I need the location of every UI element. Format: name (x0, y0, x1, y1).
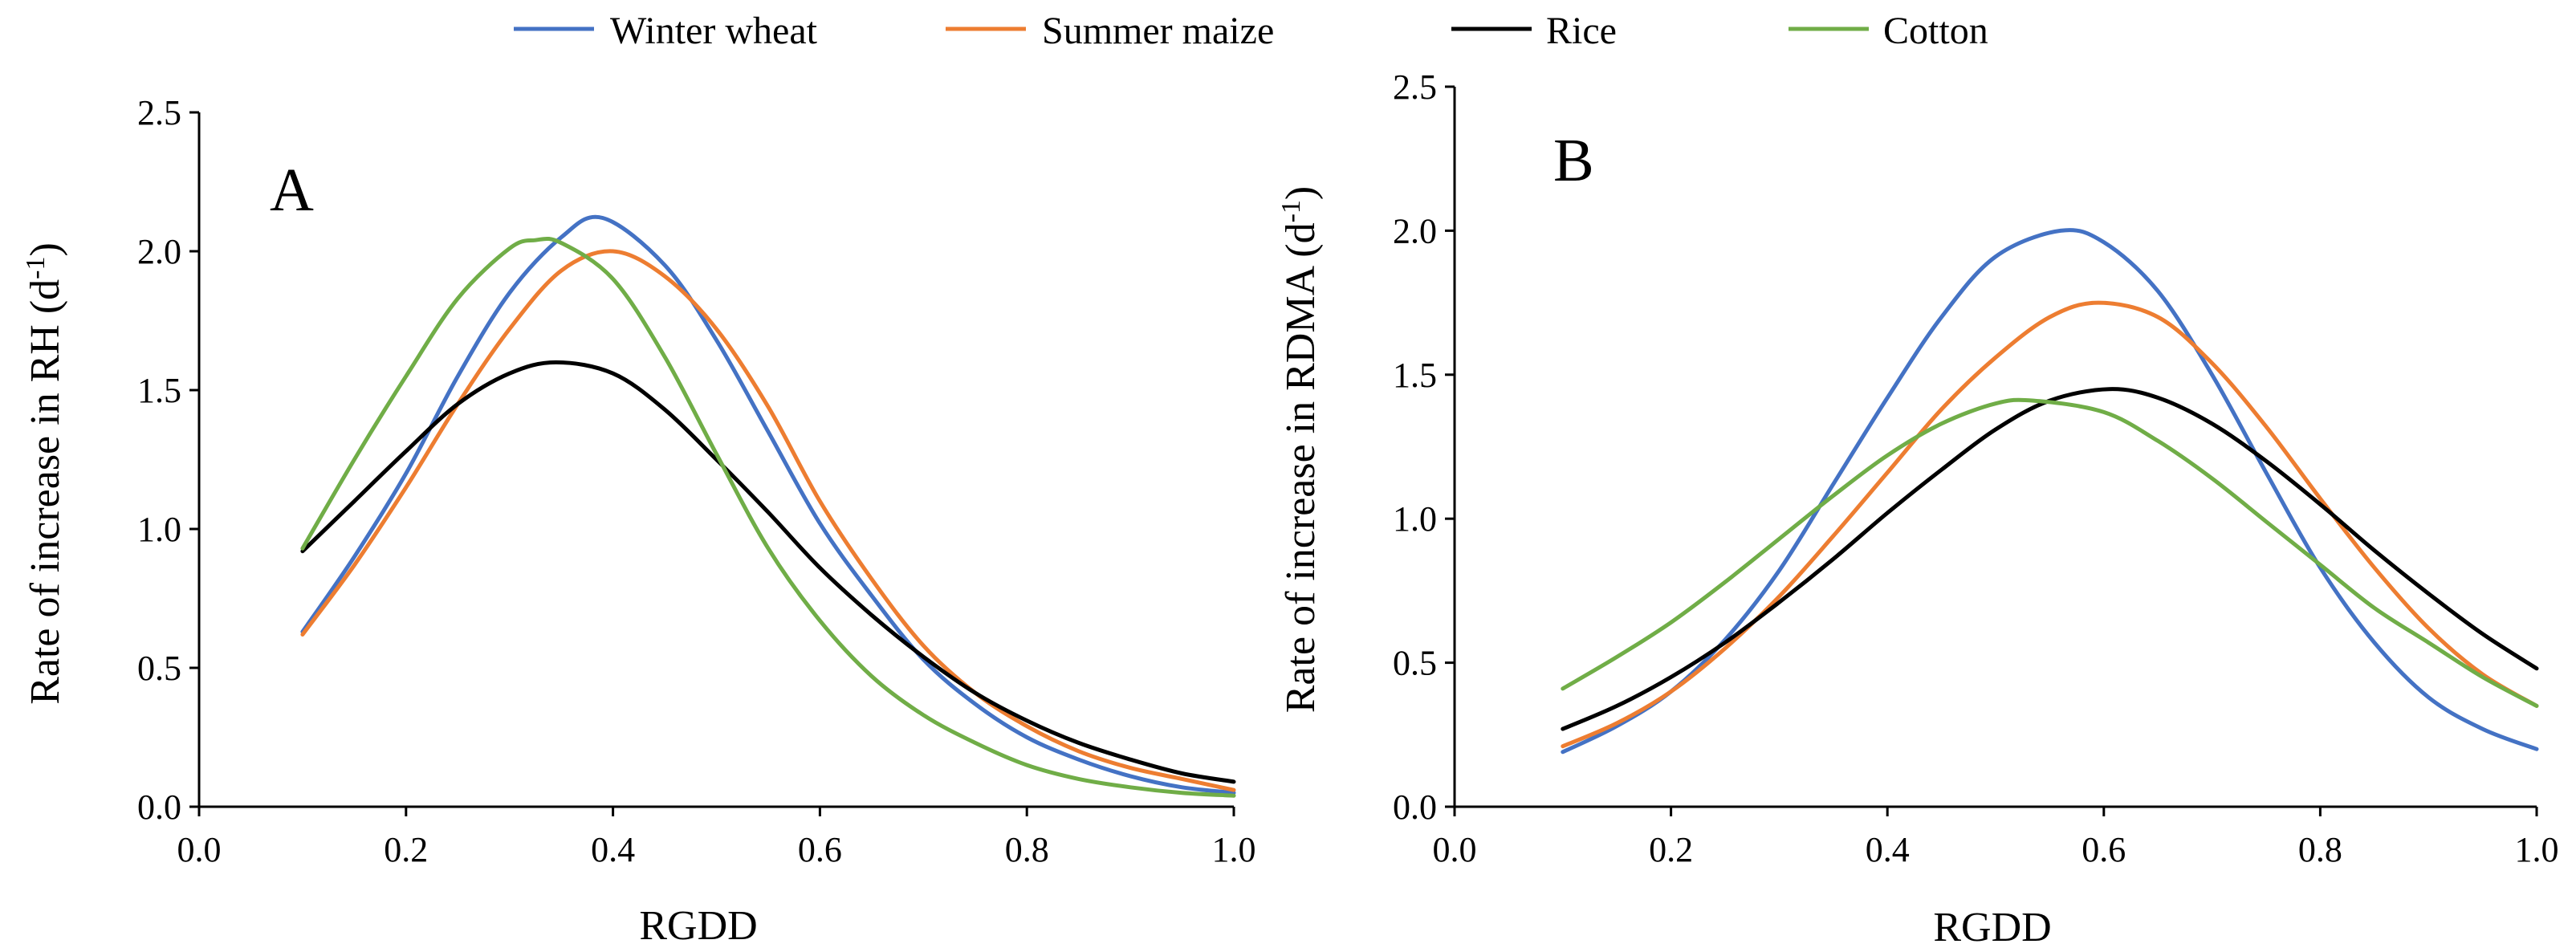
panel-a-x-tick-label: 0.8 (1005, 830, 1049, 869)
panel-a-series-summer-maize (300, 249, 1236, 792)
panel-a-axes: 0.0 0.5 1.0 1.5 2.0 2.5 0.0 0.2 0.4 0.6 0.8 1.0 (137, 93, 1256, 869)
panel-b-x-tick-label: 0.4 (1866, 830, 1910, 869)
panel-a-y-tick-label: 2.0 (137, 232, 181, 271)
panel-a-y-tick-label: 1.0 (137, 510, 181, 549)
panel-b-y-tick-label: 1.0 (1393, 499, 1437, 539)
panel-a-x-tick-label: 0.6 (798, 830, 842, 869)
panel-b-x-tick-label: 0.2 (1649, 830, 1693, 869)
panel-b-x-axis-title: RGDD (1933, 905, 2051, 948)
panel-b-series-winter-wheat (1561, 228, 2539, 755)
panel-a-letter: A (270, 157, 314, 224)
panel-a-x-tick-label: 0.2 (384, 830, 428, 869)
panel-a-y-title-main: Rate of increase in RH (d (22, 279, 68, 705)
panel-a-y-title-end: ) (22, 242, 68, 256)
panel-b-y-title-end: ) (1278, 186, 1324, 200)
panel-a-x-axis-title: RGDD (639, 903, 757, 948)
panel-a-y-tick-label: 1.5 (137, 371, 181, 410)
panel-a-series-rice (300, 360, 1236, 784)
panel-b-axes: 0.0 0.5 1.0 1.5 2.0 2.5 0.0 0.2 0.4 0.6 0.8 1.0 (1393, 67, 2559, 869)
panel-a-y-title-sup: -1 (21, 257, 51, 279)
panel-a-y-tick-label: 0.5 (137, 649, 181, 688)
panel-a-y-tick-label: 2.5 (137, 93, 181, 132)
panel-a-x-tick-label: 0.0 (177, 830, 222, 869)
panel-a-y-tick-label: 0.0 (137, 787, 181, 827)
legend-label-rice: Rice (1546, 10, 1617, 52)
panel-b-y-tick-label: 2.0 (1393, 211, 1437, 250)
panel-b-series-rice (1561, 387, 2539, 731)
panel-b-x-tick-label: 0.6 (2082, 830, 2126, 869)
panel-b-y-title-sup: -1 (1276, 200, 1306, 222)
panel-b-y-tick-label: 1.5 (1393, 356, 1437, 395)
panel-a-x-tick-label: 1.0 (1212, 830, 1256, 869)
panel-b-x-tick-label: 0.0 (1433, 830, 1477, 869)
panel-a-x-tick-label: 0.4 (591, 830, 635, 869)
panel-b-y-axis-title: Rate of increase in RDMA (d-1) (1276, 186, 1324, 714)
panel-b-series (1561, 228, 2539, 755)
panel-a-series-winter-wheat (300, 214, 1236, 795)
panel-b: 0.0 0.5 1.0 1.5 2.0 2.5 0.0 0.2 0.4 0.6 0.8 1.0 B R… (1276, 67, 2559, 948)
panel-b-series-cotton (1561, 397, 2539, 708)
panel-b-series-summer-maize (1561, 300, 2539, 749)
panel-b-y-tick-label: 2.5 (1393, 67, 1437, 107)
panel-b-letter: B (1553, 127, 1594, 194)
panel-a-series-cotton (300, 236, 1236, 798)
panel-b-y-title-main: Rate of increase in RDMA (d (1278, 222, 1324, 713)
panel-b-y-tick-label: 0.5 (1393, 644, 1437, 683)
panel-a: 0.0 0.5 1.0 1.5 2.0 2.5 0.0 0.2 0.4 0.6 0.8 1.0 A R… (21, 93, 1256, 948)
legend: Winter wheat Summer maize Rice Cotton (514, 10, 1988, 52)
panel-a-series (300, 214, 1236, 798)
panel-a-y-axis-title: Rate of increase in RH (d-1) (21, 242, 68, 705)
panel-b-x-tick-label: 0.8 (2298, 830, 2342, 869)
legend-label-summer-maize: Summer maize (1042, 10, 1274, 52)
legend-label-cotton: Cotton (1883, 10, 1988, 52)
panel-b-y-tick-label: 0.0 (1393, 787, 1437, 827)
legend-label-winter-wheat: Winter wheat (610, 10, 818, 52)
panel-b-x-tick-label: 1.0 (2515, 830, 2559, 869)
